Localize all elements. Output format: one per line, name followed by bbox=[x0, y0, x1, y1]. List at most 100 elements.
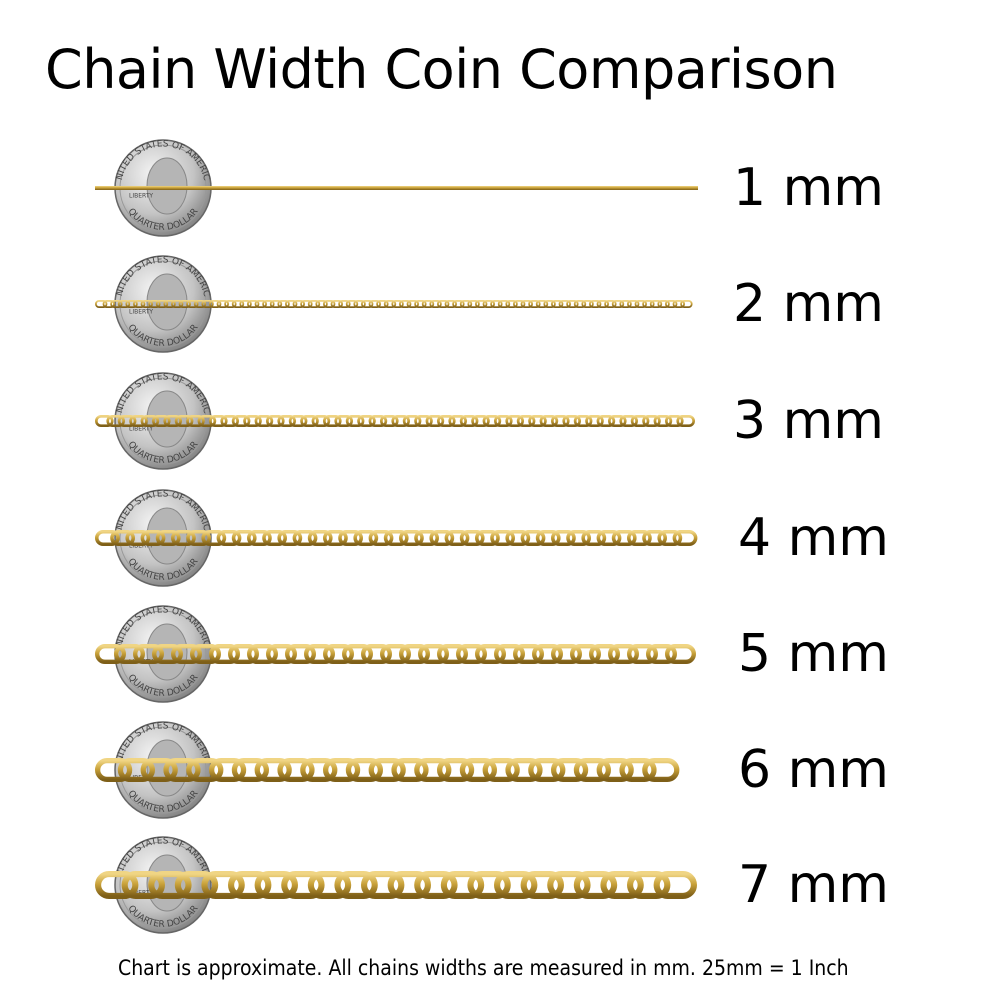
chain-link bbox=[437, 758, 475, 783]
chain-link bbox=[437, 644, 469, 665]
chain-link bbox=[444, 300, 458, 309]
chain-link bbox=[231, 300, 245, 309]
chain-link bbox=[437, 415, 456, 428]
chain-link bbox=[307, 300, 321, 309]
chain-link bbox=[228, 871, 272, 900]
chain-link bbox=[323, 530, 348, 547]
chain-link bbox=[174, 871, 219, 900]
chain-link bbox=[266, 644, 298, 665]
chain-link bbox=[148, 871, 192, 900]
chain-link bbox=[216, 300, 229, 309]
svg-text:LIBERTY: LIBERTY bbox=[129, 309, 153, 316]
chain-link bbox=[94, 644, 126, 665]
gold-chain bbox=[95, 530, 698, 547]
chain-link bbox=[467, 871, 511, 900]
chain-link bbox=[209, 300, 222, 309]
chain-link bbox=[132, 644, 164, 665]
chain-link bbox=[285, 644, 317, 665]
chain-link bbox=[680, 300, 693, 309]
chain-link bbox=[608, 644, 640, 665]
chain-link bbox=[657, 300, 670, 309]
chain-link bbox=[520, 530, 546, 547]
chain-link bbox=[566, 530, 592, 547]
chain-link bbox=[117, 415, 137, 428]
chain-link bbox=[528, 758, 566, 783]
chain-link bbox=[456, 644, 488, 665]
chain-link bbox=[627, 300, 640, 309]
chain-link bbox=[627, 871, 671, 900]
chain-link bbox=[239, 300, 252, 309]
chain-link bbox=[399, 300, 412, 309]
gold-chain bbox=[95, 871, 697, 900]
chain-link bbox=[266, 415, 285, 428]
chain-width-label: 3 mm bbox=[733, 391, 884, 451]
chain-link bbox=[535, 530, 561, 547]
chain-link bbox=[414, 300, 427, 309]
chain-link bbox=[475, 300, 488, 309]
chain-link bbox=[254, 758, 292, 783]
chain-link bbox=[216, 530, 242, 547]
chain-link bbox=[387, 871, 431, 900]
chain-link bbox=[604, 300, 617, 309]
chain-link bbox=[665, 644, 697, 665]
chain-link bbox=[642, 415, 661, 428]
chain-link bbox=[399, 644, 431, 665]
chain-link bbox=[208, 644, 240, 665]
chain-link bbox=[117, 758, 156, 783]
chain-link bbox=[246, 530, 272, 547]
chain-width-label: 4 mm bbox=[738, 508, 889, 568]
chain-link bbox=[391, 415, 411, 428]
chain-link bbox=[133, 300, 146, 309]
chain-link bbox=[231, 415, 251, 428]
chain-link bbox=[262, 300, 275, 309]
chain-link bbox=[600, 871, 644, 900]
svg-text:LIBERTY: LIBERTY bbox=[129, 426, 153, 433]
chain-row: UNITED STATES OF AMERICAQUARTER DOLLARLI… bbox=[0, 0, 697, 934]
gold-chain bbox=[94, 415, 695, 428]
chain-link bbox=[505, 758, 543, 783]
chain-link bbox=[520, 300, 533, 309]
chain-link bbox=[102, 300, 116, 309]
chain-link bbox=[581, 300, 594, 309]
chain-link bbox=[452, 300, 465, 309]
quarter-coin: UNITED STATES OF AMERICAQUARTER DOLLARLI… bbox=[0, 0, 212, 470]
chain-link bbox=[254, 415, 274, 428]
chain-link bbox=[539, 415, 559, 428]
chain-link bbox=[288, 415, 308, 428]
chain-link bbox=[262, 530, 287, 547]
chain-link bbox=[649, 300, 663, 309]
chain-link bbox=[292, 530, 318, 547]
chain-link bbox=[414, 871, 458, 900]
gold-chain bbox=[94, 300, 693, 309]
chain-link bbox=[189, 644, 221, 665]
chain-link bbox=[155, 530, 181, 547]
chain-link bbox=[163, 415, 183, 428]
chain-link bbox=[292, 300, 306, 309]
chain-link bbox=[300, 415, 319, 428]
chain-link bbox=[551, 300, 564, 309]
chain-link bbox=[334, 871, 378, 900]
chain-link bbox=[307, 530, 333, 547]
chain-link bbox=[596, 530, 622, 547]
chain-width-label: 5 mm bbox=[738, 624, 889, 684]
chain-link bbox=[121, 871, 166, 900]
chain-link bbox=[315, 300, 328, 309]
chain-link bbox=[619, 758, 657, 783]
chain-link bbox=[345, 758, 384, 783]
chain-link bbox=[653, 415, 673, 428]
chain-link bbox=[376, 300, 389, 309]
chain-link bbox=[155, 300, 169, 309]
chain-link bbox=[581, 530, 607, 547]
chain-link bbox=[380, 644, 412, 665]
chain-link bbox=[300, 758, 338, 783]
chain-link bbox=[440, 871, 485, 900]
chain-link bbox=[402, 415, 422, 428]
chain-link bbox=[672, 300, 685, 309]
chain-link bbox=[391, 300, 404, 309]
chain-link bbox=[208, 758, 247, 783]
chain-link bbox=[113, 644, 145, 665]
chain-link bbox=[94, 415, 114, 428]
chain-link bbox=[657, 530, 683, 547]
chain-link bbox=[494, 644, 526, 665]
chain-link bbox=[94, 758, 133, 783]
